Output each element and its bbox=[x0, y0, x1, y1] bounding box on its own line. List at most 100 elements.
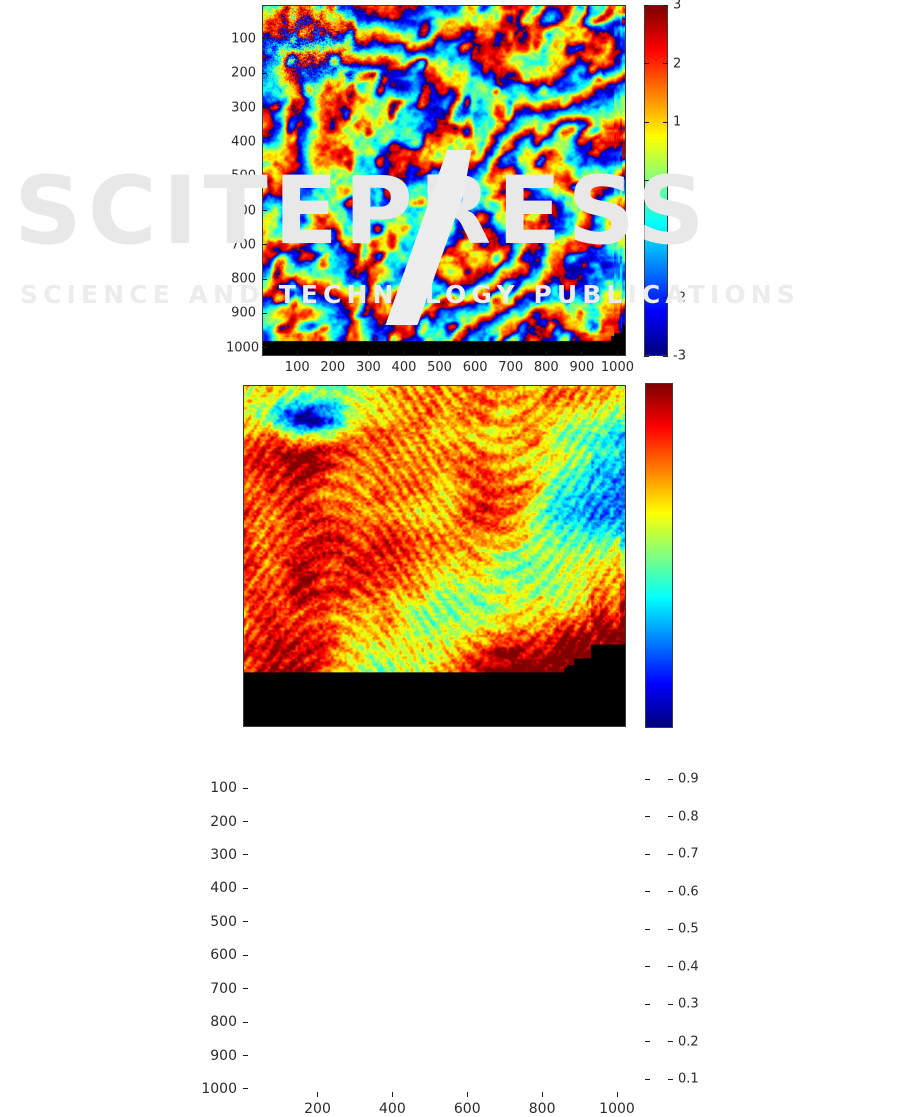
x-axis-tick-mark bbox=[616, 351, 618, 356]
colorbar-tick-label: 1 bbox=[673, 114, 682, 130]
coherence-map-figure: 100 200 300 400 500 600 700 800 900 1000 200 400 60… bbox=[0, 370, 901, 1117]
y-axis-tick-label: 100 bbox=[210, 780, 237, 797]
y-axis-tick-mark bbox=[262, 347, 267, 349]
x-axis-tick-mark bbox=[545, 351, 547, 356]
coherence-map-colorbar bbox=[645, 383, 673, 728]
y-axis-tick-label: 600 bbox=[231, 203, 256, 219]
interferogram-phase-canvas bbox=[263, 6, 625, 355]
x-axis-tick-mark bbox=[403, 351, 405, 356]
y-axis-tick-label: 200 bbox=[210, 813, 237, 830]
x-axis-tick-label: 800 bbox=[533, 360, 559, 375]
colorbar-tick-label: 0.3 bbox=[678, 996, 699, 1012]
x-axis-tick-label: 600 bbox=[462, 360, 488, 375]
colorbar-tick-mark-inner bbox=[645, 966, 650, 968]
x-axis-tick-label: 900 bbox=[569, 360, 595, 375]
coherence-map-canvas bbox=[244, 386, 625, 726]
colorbar-tick-mark-inner bbox=[644, 4, 649, 6]
y-axis-tick-label: 200 bbox=[231, 65, 256, 81]
y-axis-tick-mark bbox=[243, 821, 248, 823]
colorbar-tick-mark-inner bbox=[645, 891, 650, 893]
colorbar-tick-label: 0.4 bbox=[678, 959, 699, 975]
x-axis-tick-label: 1000 bbox=[599, 1101, 635, 1117]
y-axis-tick-label: 300 bbox=[231, 100, 256, 116]
x-axis-tick-label: 100 bbox=[284, 360, 310, 375]
colorbar-tick-mark bbox=[668, 891, 673, 893]
x-axis-tick-label: 300 bbox=[355, 360, 381, 375]
x-axis-tick-label: 1000 bbox=[600, 360, 634, 375]
x-axis-tick-mark bbox=[332, 351, 334, 356]
x-axis-tick-mark bbox=[474, 351, 476, 356]
x-axis-tick-mark bbox=[317, 1092, 318, 1097]
y-axis-tick-label: 800 bbox=[210, 1014, 237, 1031]
x-axis-tick-mark bbox=[616, 1092, 618, 1097]
colorbar-tick-label: 3 bbox=[673, 0, 682, 13]
y-axis-tick-label: 900 bbox=[210, 1047, 237, 1064]
colorbar-tick-mark bbox=[663, 121, 668, 123]
y-axis-tick-mark bbox=[262, 141, 267, 143]
y-axis-tick-label: 100 bbox=[231, 31, 256, 47]
y-axis-tick-label: 300 bbox=[210, 846, 237, 863]
colorbar-tick-mark-inner bbox=[644, 121, 649, 123]
colorbar-tick-label: 0.2 bbox=[678, 1034, 699, 1050]
colorbar-tick-label: 0.6 bbox=[678, 884, 699, 900]
y-axis-tick-mark bbox=[243, 1088, 248, 1090]
colorbar-tick-mark bbox=[663, 238, 668, 240]
colorbar-tick-mark bbox=[668, 778, 673, 780]
interferogram-phase-figure: 100 200 300 400 500 600 700 800 900 1000 100 200 30… bbox=[0, 0, 901, 375]
y-axis-tick-mark bbox=[262, 278, 267, 280]
colorbar-tick-mark-inner bbox=[645, 928, 650, 930]
interferogram-phase-colorbar-gradient bbox=[645, 6, 667, 355]
x-axis-tick-label: 500 bbox=[427, 360, 452, 375]
y-axis-tick-mark bbox=[243, 854, 248, 856]
y-axis-tick-mark bbox=[243, 921, 248, 923]
colorbar-tick-mark-inner bbox=[645, 1078, 650, 1080]
coherence-map-colorbar-gradient bbox=[646, 384, 672, 727]
colorbar-tick-label: 0.8 bbox=[678, 809, 699, 825]
colorbar-tick-label: 0.7 bbox=[678, 846, 699, 862]
x-axis-tick-label: 600 bbox=[453, 1101, 481, 1117]
y-axis-tick-label: 600 bbox=[210, 947, 237, 964]
y-axis-tick-mark bbox=[243, 887, 248, 889]
y-axis-tick-mark bbox=[262, 312, 267, 314]
x-axis-tick-mark bbox=[510, 351, 512, 356]
colorbar-tick-mark bbox=[668, 966, 673, 968]
colorbar-tick-mark bbox=[668, 1078, 673, 1080]
colorbar-tick-mark-inner bbox=[645, 853, 650, 855]
y-axis-tick-mark bbox=[243, 1055, 248, 1057]
colorbar-tick-label: 2 bbox=[673, 56, 682, 71]
y-axis-tick-label: 500 bbox=[210, 913, 237, 930]
colorbar-tick-mark-inner bbox=[644, 63, 649, 64]
colorbar-tick-mark-inner bbox=[644, 180, 649, 181]
x-axis-tick-label: 700 bbox=[498, 360, 524, 375]
colorbar-tick-mark-inner bbox=[644, 297, 649, 298]
y-axis-tick-label: 700 bbox=[210, 980, 237, 997]
colorbar-tick-mark-inner bbox=[645, 1041, 650, 1043]
y-axis-tick-label: 900 bbox=[231, 305, 256, 321]
x-axis-tick-mark bbox=[296, 351, 298, 356]
colorbar-tick-mark bbox=[663, 180, 668, 181]
y-axis-tick-mark bbox=[243, 988, 248, 990]
y-axis-tick-label: 500 bbox=[231, 168, 256, 184]
y-axis-tick-mark bbox=[262, 107, 267, 109]
y-axis-tick-label: 400 bbox=[210, 880, 237, 897]
x-axis-tick-mark bbox=[367, 351, 369, 356]
x-axis-tick-label: 800 bbox=[528, 1101, 556, 1117]
y-axis-tick-mark bbox=[262, 72, 267, 74]
x-axis-tick-mark bbox=[391, 1092, 393, 1097]
x-axis-tick-mark bbox=[466, 1092, 468, 1097]
colorbar-tick-mark-inner bbox=[645, 1003, 650, 1005]
colorbar-tick-mark bbox=[668, 1041, 673, 1043]
y-axis-tick-label: 1000 bbox=[226, 340, 260, 356]
x-axis-tick-mark bbox=[439, 351, 441, 356]
y-axis-tick-label: 700 bbox=[231, 237, 256, 253]
y-axis-tick-mark bbox=[262, 175, 267, 177]
y-axis-tick-mark bbox=[262, 244, 267, 246]
y-axis-tick-label: 1000 bbox=[201, 1080, 237, 1097]
colorbar-tick-mark bbox=[663, 355, 668, 357]
y-axis-tick-mark bbox=[243, 954, 248, 956]
x-axis-tick-label: 200 bbox=[320, 360, 346, 375]
colorbar-tick-mark bbox=[668, 1003, 673, 1005]
y-axis-tick-label: 400 bbox=[231, 134, 256, 150]
y-axis-tick-mark bbox=[243, 1021, 248, 1023]
colorbar-tick-mark-inner bbox=[644, 238, 649, 240]
